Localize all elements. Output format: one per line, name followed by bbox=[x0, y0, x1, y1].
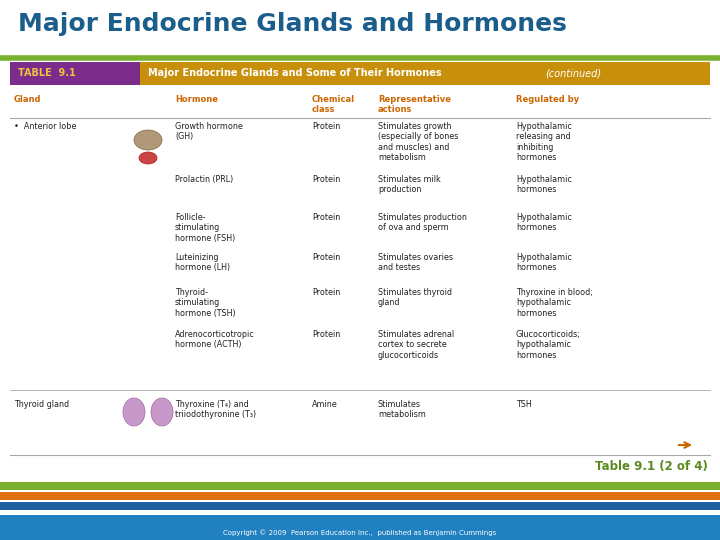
Text: Major Endocrine Glands and Some of Their Hormones: Major Endocrine Glands and Some of Their… bbox=[148, 69, 441, 78]
Text: Thyroxine (T₄) and
triiodothyronine (T₃): Thyroxine (T₄) and triiodothyronine (T₃) bbox=[175, 400, 256, 420]
Text: Table 9.1 (2 of 4): Table 9.1 (2 of 4) bbox=[595, 460, 708, 473]
Text: Protein: Protein bbox=[312, 122, 341, 131]
Text: Protein: Protein bbox=[312, 288, 341, 297]
Text: Hypothalamic
hormones: Hypothalamic hormones bbox=[516, 213, 572, 232]
Text: Protein: Protein bbox=[312, 253, 341, 262]
Text: Follicle-
stimulating
hormone (FSH): Follicle- stimulating hormone (FSH) bbox=[175, 213, 235, 243]
Text: Stimulates growth
(especially of bones
and muscles) and
metabolism: Stimulates growth (especially of bones a… bbox=[378, 122, 459, 162]
Text: TSH: TSH bbox=[516, 400, 532, 409]
Text: Chemical
class: Chemical class bbox=[312, 95, 355, 114]
Text: Prolactin (PRL): Prolactin (PRL) bbox=[175, 175, 233, 184]
Text: Hypothalamic
hormones: Hypothalamic hormones bbox=[516, 253, 572, 272]
Text: Stimulates thyroid
gland: Stimulates thyroid gland bbox=[378, 288, 452, 307]
Bar bbox=[10, 62, 140, 85]
Text: Protein: Protein bbox=[312, 175, 341, 184]
Text: Glucocorticoids;
hypothalamic
hormones: Glucocorticoids; hypothalamic hormones bbox=[516, 330, 581, 360]
Bar bbox=[0, 492, 720, 495]
Text: Protein: Protein bbox=[312, 330, 341, 339]
Text: Regulated by: Regulated by bbox=[516, 95, 579, 104]
Text: •  Anterior lobe: • Anterior lobe bbox=[14, 122, 76, 131]
Ellipse shape bbox=[139, 152, 157, 164]
Ellipse shape bbox=[134, 130, 162, 150]
Text: Growth hormone
(GH): Growth hormone (GH) bbox=[175, 122, 243, 141]
Text: Luteinizing
hormone (LH): Luteinizing hormone (LH) bbox=[175, 253, 230, 272]
Ellipse shape bbox=[123, 398, 145, 426]
Bar bbox=[0, 482, 720, 490]
Text: TABLE  9.1: TABLE 9.1 bbox=[18, 69, 76, 78]
Text: Major Endocrine Glands and Hormones: Major Endocrine Glands and Hormones bbox=[18, 12, 567, 36]
Text: Thyroid gland: Thyroid gland bbox=[14, 400, 69, 409]
Text: Stimulates adrenal
cortex to secrete
glucocorticoids: Stimulates adrenal cortex to secrete glu… bbox=[378, 330, 454, 360]
Text: Hypothalamic
releasing and
inhibiting
hormones: Hypothalamic releasing and inhibiting ho… bbox=[516, 122, 572, 162]
Text: Copyright © 2009  Pearson Education Inc.,  published as Benjamin Cummings: Copyright © 2009 Pearson Education Inc.,… bbox=[223, 530, 497, 536]
Text: (continued): (continued) bbox=[545, 69, 601, 78]
Text: Stimulates
metabolism: Stimulates metabolism bbox=[378, 400, 426, 420]
Text: Stimulates production
of ova and sperm: Stimulates production of ova and sperm bbox=[378, 213, 467, 232]
Text: Protein: Protein bbox=[312, 213, 341, 222]
Text: Thyroid-
stimulating
hormone (TSH): Thyroid- stimulating hormone (TSH) bbox=[175, 288, 235, 318]
Ellipse shape bbox=[151, 398, 173, 426]
Bar bbox=[140, 62, 710, 85]
Text: Stimulates ovaries
and testes: Stimulates ovaries and testes bbox=[378, 253, 453, 272]
Text: Amine: Amine bbox=[312, 400, 338, 409]
Text: Adrenocorticotropic
hormone (ACTH): Adrenocorticotropic hormone (ACTH) bbox=[175, 330, 255, 349]
Bar bbox=[0, 502, 720, 505]
Bar bbox=[0, 502, 720, 510]
Text: Thyroxine in blood;
hypothalamic
hormones: Thyroxine in blood; hypothalamic hormone… bbox=[516, 288, 593, 318]
Text: Representative
actions: Representative actions bbox=[378, 95, 451, 114]
Text: Stimulates milk
production: Stimulates milk production bbox=[378, 175, 441, 194]
Text: Gland: Gland bbox=[14, 95, 42, 104]
Text: Hypothalamic
hormones: Hypothalamic hormones bbox=[516, 175, 572, 194]
Text: Hormone: Hormone bbox=[175, 95, 218, 104]
Bar bbox=[0, 492, 720, 500]
Bar bbox=[0, 515, 720, 540]
